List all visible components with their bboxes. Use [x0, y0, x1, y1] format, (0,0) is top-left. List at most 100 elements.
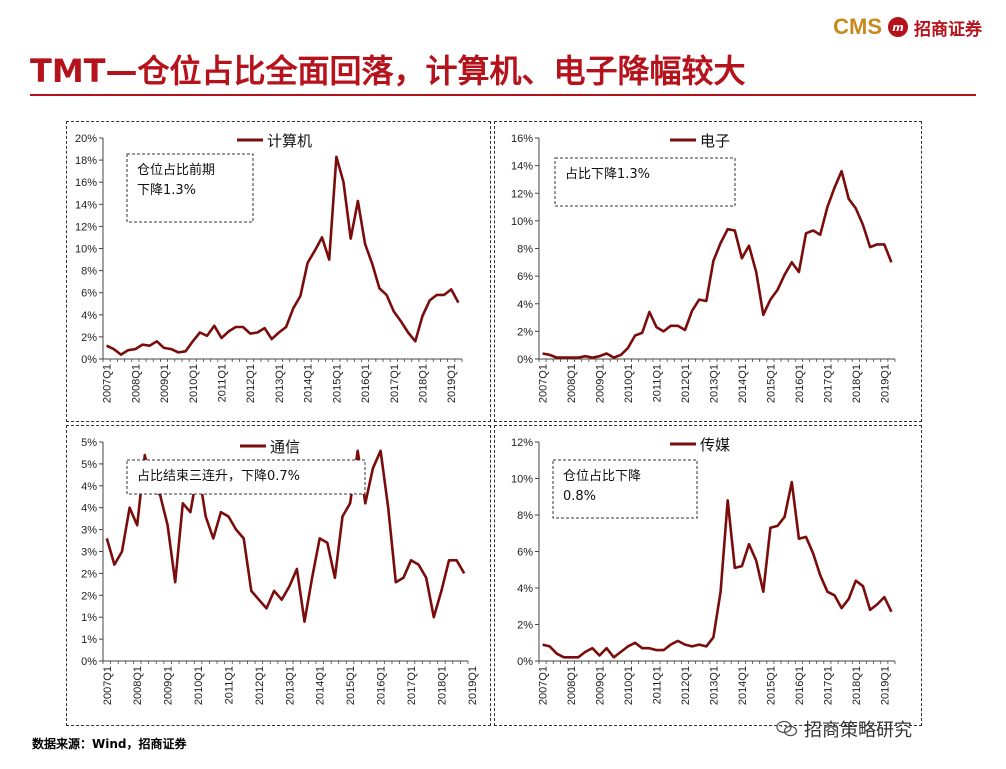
y-tick-label: 0%	[81, 354, 97, 366]
x-tick-label: 2013Q1	[284, 666, 296, 705]
y-tick-label: 14%	[511, 161, 533, 173]
x-tick-label: 2008Q1	[130, 364, 142, 403]
annotation-text: 0.8%	[563, 489, 596, 504]
y-tick-label: 3%	[81, 547, 97, 559]
x-tick-label: 2019Q1	[446, 364, 458, 403]
legend-label: 通信	[270, 438, 300, 456]
x-tick-label: 2010Q1	[188, 364, 200, 403]
x-tick-label: 2014Q1	[737, 364, 749, 403]
y-tick-label: 6%	[517, 271, 533, 283]
title-divider	[30, 94, 976, 96]
x-tick-label: 2017Q1	[822, 364, 834, 403]
legend-label: 计算机	[267, 132, 312, 150]
y-tick-label: 12%	[511, 437, 533, 449]
legend-label: 传媒	[700, 436, 730, 454]
x-tick-label: 2007Q1	[538, 666, 550, 705]
y-tick-label: 5%	[81, 437, 97, 449]
y-tick-label: 4%	[81, 481, 97, 493]
y-tick-label: 6%	[81, 288, 97, 300]
x-tick-label: 2015Q1	[331, 364, 343, 403]
y-tick-label: 8%	[517, 510, 533, 522]
watermark-text: 招商策略研究	[804, 720, 912, 741]
y-tick-label: 0%	[81, 656, 97, 668]
chart-svg: 0% 2% 4% 6% 8% 10% 12% 14% 16% 2007Q1 2008Q1 2009Q1…	[511, 132, 896, 403]
x-tick-label: 2007Q1	[538, 364, 550, 403]
x-tick-label: 2009Q1	[163, 666, 175, 705]
x-tick-label: 2015Q1	[765, 666, 777, 705]
chart-panel-media: 0% 2% 4% 6% 8% 10% 12% 2007Q1 2008Q1 2009Q1 2010Q1…	[494, 425, 922, 726]
x-tick-label: 2010Q1	[623, 364, 635, 403]
x-tick-label: 2010Q1	[193, 666, 205, 705]
x-tick-label: 2013Q1	[708, 364, 720, 403]
x-tick-label: 2016Q1	[360, 364, 372, 403]
chart-panel-electronics: 0% 2% 4% 6% 8% 10% 12% 14% 16% 2007Q1 2008Q1 2009Q1…	[494, 121, 922, 422]
y-tick-label: 8%	[517, 244, 533, 256]
y-tick-label: 4%	[81, 503, 97, 515]
y-tick-label: 3%	[81, 525, 97, 537]
x-tick-label: 2014Q1	[315, 666, 327, 705]
logo-company-name: 招商证券	[914, 19, 982, 40]
series-line	[542, 169, 893, 359]
x-tick-label: 2012Q1	[680, 364, 692, 403]
legend-label: 电子	[700, 132, 730, 150]
y-tick-label: 2%	[81, 568, 97, 580]
x-tick-label: 2012Q1	[254, 666, 266, 705]
x-tick-label: 2008Q1	[566, 364, 578, 403]
annotation-text: 仓位占比下降	[563, 469, 641, 484]
annotation-box	[552, 459, 698, 519]
y-tick-label: 0%	[517, 656, 533, 668]
data-source-note: 数据来源：Wind，招商证券	[32, 737, 187, 751]
x-tick-label: 2009Q1	[595, 666, 607, 705]
y-tick-label: 10%	[511, 474, 533, 486]
y-tick-label: 2%	[81, 332, 97, 344]
x-tick-label: 2013Q1	[708, 666, 720, 705]
annotation-box	[126, 459, 366, 495]
x-tick-label: 2017Q1	[822, 666, 834, 705]
x-tick-label: 2019Q1	[467, 666, 479, 705]
chart-svg: 0% 2% 4% 6% 8% 10% 12% 14% 16% 18% 20% 2007Q1 2008Q1…	[75, 132, 463, 403]
brand-logo: CMS m 招商证券	[833, 14, 982, 40]
x-tick-label: 2011Q1	[223, 666, 235, 704]
y-tick-label: 2%	[517, 620, 533, 632]
x-tick-label: 2017Q1	[389, 364, 401, 403]
x-tick-label: 2007Q1	[102, 364, 114, 403]
series-line	[106, 155, 460, 356]
x-tick-label: 2009Q1	[595, 364, 607, 403]
x-tick-label: 2007Q1	[102, 666, 114, 705]
x-tick-label: 2011Q1	[651, 364, 663, 402]
y-tick-label: 12%	[511, 188, 533, 200]
y-tick-label: 10%	[511, 216, 533, 228]
y-tick-label: 5%	[81, 459, 97, 471]
x-tick-label: 2012Q1	[245, 364, 257, 403]
y-tick-label: 2%	[517, 326, 533, 338]
x-tick-label: 2009Q1	[159, 364, 171, 403]
annotation-box	[126, 153, 254, 223]
x-tick-label: 2008Q1	[566, 666, 578, 705]
annotation-text: 占比结束三连升，下降0.7%	[137, 468, 300, 484]
y-tick-label: 18%	[75, 155, 97, 167]
x-tick-label: 2017Q1	[406, 666, 418, 705]
x-tick-label: 2018Q1	[851, 364, 863, 403]
y-tick-label: 2%	[81, 590, 97, 602]
y-tick-label: 4%	[517, 583, 533, 595]
x-tick-label: 2008Q1	[132, 666, 144, 705]
chart-panel-computer: 0% 2% 4% 6% 8% 10% 12% 14% 16% 18% 20% 2007Q1 2008Q1…	[66, 121, 491, 422]
series-line	[542, 480, 893, 659]
y-tick-label: 14%	[75, 199, 97, 211]
page-title: TMT—仓位占比全面回落，计算机、电子降幅较大	[30, 52, 746, 90]
chart-panel-telecom: 0% 1% 1% 2% 2% 3% 3% 4% 4% 5% 5% 2007Q1 2008Q1 2009Q1…	[66, 425, 491, 726]
annotation-text: 仓位占比前期	[137, 162, 215, 178]
chart-svg: 0% 2% 4% 6% 8% 10% 12% 2007Q1 2008Q1 2009Q1 2010Q1…	[511, 436, 896, 705]
x-tick-label: 2018Q1	[436, 666, 448, 705]
y-tick-label: 20%	[75, 133, 97, 145]
y-tick-label: 1%	[81, 612, 97, 624]
y-tick-label: 4%	[81, 310, 97, 322]
x-tick-label: 2016Q1	[794, 666, 806, 705]
chart-svg: 0% 1% 1% 2% 2% 3% 3% 4% 4% 5% 5% 2007Q1 2008Q1 2009Q1…	[81, 437, 479, 705]
y-tick-label: 1%	[81, 634, 97, 646]
y-tick-label: 16%	[75, 177, 97, 189]
y-tick-label: 4%	[517, 299, 533, 311]
x-tick-label: 2014Q1	[737, 666, 749, 705]
logo-text: CMS	[833, 14, 882, 39]
x-tick-label: 2014Q1	[303, 364, 315, 403]
